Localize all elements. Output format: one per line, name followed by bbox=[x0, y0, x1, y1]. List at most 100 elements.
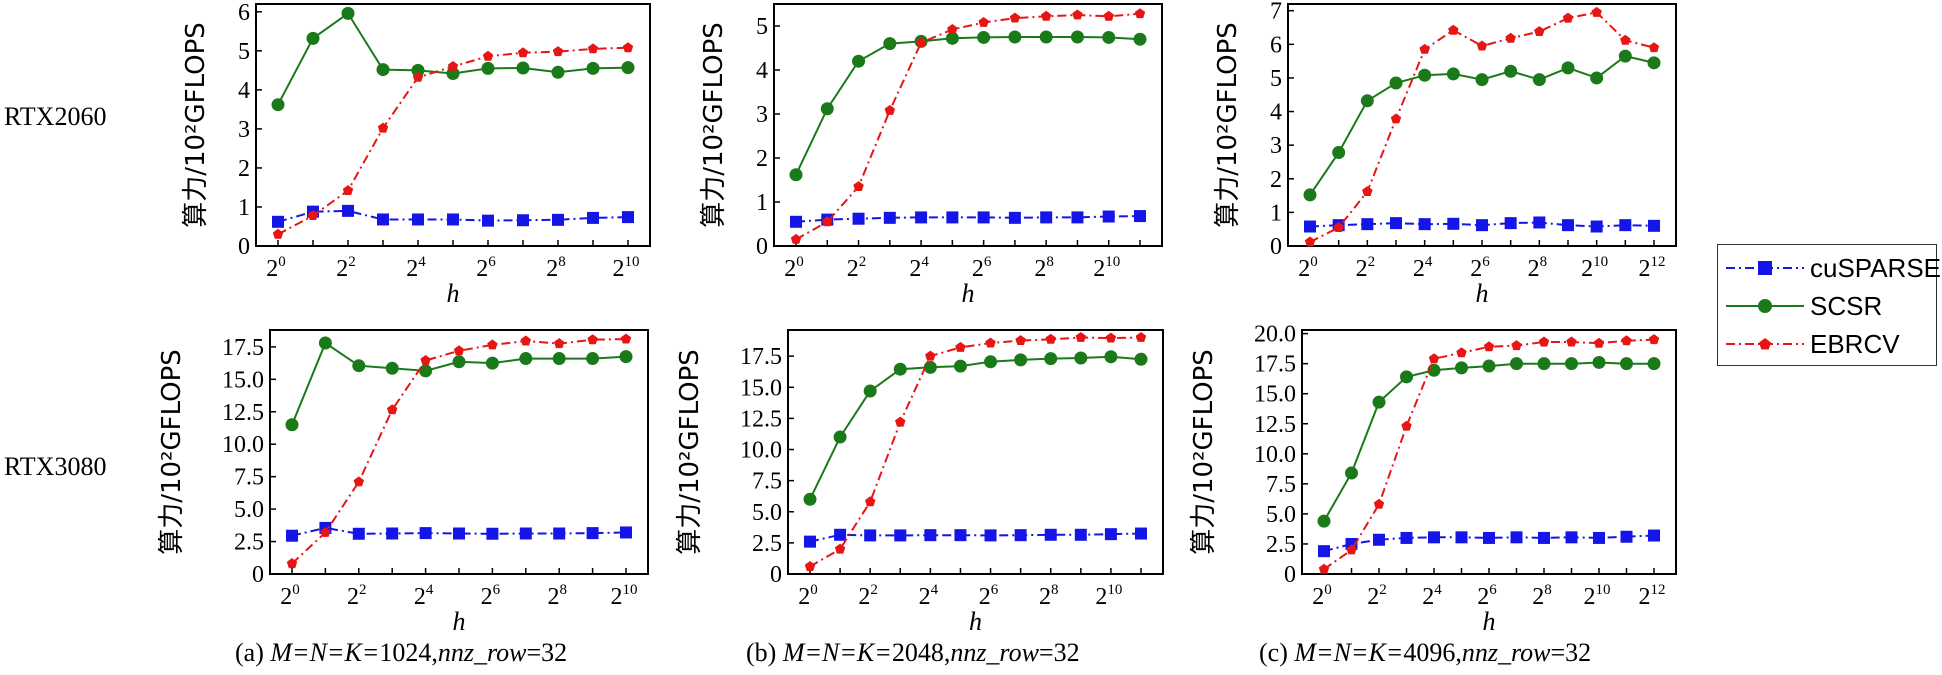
point-scsr bbox=[1532, 73, 1546, 87]
point-scsr bbox=[1134, 352, 1148, 366]
point-scsr bbox=[1590, 71, 1604, 85]
y-tick-label: 5 bbox=[238, 39, 250, 65]
point-ebrcv bbox=[955, 341, 966, 352]
point-cusparse bbox=[377, 213, 389, 226]
point-cusparse bbox=[342, 204, 354, 217]
point-scsr bbox=[863, 384, 877, 398]
point-ebrcv bbox=[1373, 498, 1385, 509]
caption-eq: =32 bbox=[1038, 638, 1080, 667]
point-ebrcv bbox=[1621, 335, 1632, 346]
x-axis-label: h bbox=[962, 279, 975, 308]
y-tick-label: 0 bbox=[756, 234, 768, 260]
y-tick-label: 3 bbox=[238, 117, 250, 143]
chart-panel-rtx3080-c: 0 2.5 5.0 7.5 10.0 12.5 15.0 17.5 20.0 20 22 24 26 28… bbox=[1189, 322, 1677, 636]
x-tick-label: 20 bbox=[798, 582, 818, 610]
point-ebrcv bbox=[1105, 332, 1117, 343]
point-cusparse bbox=[915, 211, 928, 224]
y-tick-label: 15.0 bbox=[222, 367, 264, 393]
point-scsr bbox=[852, 54, 866, 68]
point-cusparse bbox=[804, 535, 816, 548]
y-tick-label: 10.0 bbox=[740, 438, 782, 464]
x-axis-label: h bbox=[1483, 607, 1496, 636]
point-ebrcv bbox=[1134, 8, 1146, 19]
caption-nnz: nnz_row bbox=[1461, 638, 1551, 667]
point-ebrcv bbox=[447, 61, 459, 71]
point-ebrcv bbox=[1476, 40, 1488, 51]
point-scsr bbox=[883, 37, 897, 51]
y-tick-label: 2 bbox=[238, 156, 250, 182]
x-axis-label: h bbox=[453, 607, 466, 636]
point-cusparse bbox=[1418, 218, 1431, 231]
point-scsr bbox=[352, 359, 366, 373]
point-scsr bbox=[1389, 76, 1403, 90]
point-cusparse bbox=[386, 527, 399, 540]
point-scsr bbox=[893, 362, 907, 376]
point-ebrcv bbox=[622, 42, 634, 53]
point-scsr bbox=[945, 31, 959, 45]
legend-label-scsr: SCSR bbox=[1810, 291, 1883, 321]
point-scsr bbox=[1561, 61, 1575, 75]
x-tick-label: 20 bbox=[784, 254, 804, 282]
y-tick-label: 5.0 bbox=[752, 500, 782, 526]
caption-sep: , bbox=[943, 638, 951, 667]
point-ebrcv bbox=[1390, 113, 1402, 124]
point-scsr bbox=[419, 364, 433, 378]
point-cusparse bbox=[1044, 528, 1057, 541]
y-tick-label: 5 bbox=[1270, 66, 1282, 92]
y-tick-label: 3 bbox=[756, 102, 768, 128]
series-line-scsr bbox=[1323, 361, 1654, 522]
point-scsr bbox=[1446, 67, 1460, 81]
point-cusparse bbox=[924, 529, 937, 542]
point-scsr bbox=[519, 352, 533, 366]
point-ebrcv bbox=[1075, 332, 1086, 342]
point-cusparse bbox=[1390, 217, 1402, 230]
point-scsr bbox=[1372, 395, 1386, 409]
point-cusparse bbox=[1510, 531, 1523, 544]
point-ebrcv bbox=[865, 496, 876, 507]
point-cusparse bbox=[834, 528, 847, 541]
x-tick-label: 22 bbox=[847, 254, 867, 282]
legend-item-cusparse: cuSPARSE bbox=[1718, 251, 1941, 285]
x-tick-label: 24 bbox=[414, 582, 434, 610]
point-ebrcv bbox=[925, 350, 936, 361]
point-cusparse bbox=[1455, 531, 1468, 544]
point-cusparse bbox=[412, 213, 424, 226]
x-tick-label: 20 bbox=[266, 254, 286, 282]
y-axis-label: 算力/10²GFLOPS bbox=[157, 349, 187, 555]
legend: cuSPARSE SCSR EBRCV bbox=[1717, 244, 1941, 366]
series-line-cusparse bbox=[291, 526, 627, 537]
x-tick-label: 28 bbox=[1039, 582, 1059, 610]
point-cusparse bbox=[1134, 210, 1146, 223]
point-ebrcv bbox=[804, 561, 816, 571]
point-cusparse bbox=[1562, 219, 1574, 232]
point-ebrcv bbox=[1620, 34, 1631, 45]
point-ebrcv bbox=[412, 71, 424, 82]
point-scsr bbox=[803, 492, 817, 506]
point-cusparse bbox=[1102, 210, 1115, 223]
point-ebrcv bbox=[1591, 6, 1602, 17]
x-tick-label: 22 bbox=[858, 582, 878, 610]
point-scsr bbox=[1044, 352, 1058, 366]
point-ebrcv bbox=[985, 337, 996, 348]
point-ebrcv bbox=[1428, 353, 1440, 364]
point-scsr bbox=[1565, 357, 1578, 371]
caption-sep: , bbox=[431, 638, 438, 667]
point-scsr bbox=[1014, 353, 1028, 367]
point-cusparse bbox=[954, 529, 967, 542]
legend-swatch-cusparse bbox=[1726, 261, 1804, 275]
point-cusparse bbox=[486, 527, 499, 540]
x-tick-label: 20 bbox=[1298, 254, 1318, 282]
point-scsr bbox=[1104, 350, 1118, 364]
caption-mnk: M=N=K= bbox=[270, 638, 380, 667]
series-line-scsr bbox=[291, 341, 627, 426]
y-tick-label: 15.0 bbox=[740, 375, 782, 401]
x-tick-label: 22 bbox=[347, 582, 367, 610]
point-ebrcv bbox=[307, 210, 319, 220]
y-axis-label: 算力/10²GFLOPS bbox=[1189, 349, 1219, 555]
point-cusparse bbox=[1533, 216, 1546, 229]
point-ebrcv bbox=[1456, 347, 1467, 358]
y-tick-label: 6 bbox=[1270, 32, 1282, 58]
point-scsr bbox=[586, 61, 600, 75]
x-tick-label: 22 bbox=[1356, 254, 1376, 282]
point-ebrcv bbox=[1346, 544, 1357, 555]
